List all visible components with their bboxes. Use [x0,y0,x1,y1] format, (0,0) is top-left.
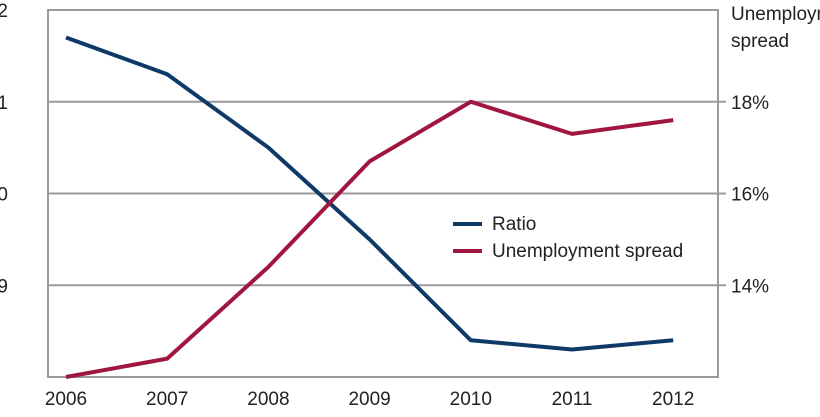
x-tick-label: 2009 [348,389,390,410]
right-axis-title-line-1: Unemploym [731,4,820,25]
right-axis-title-line-2: spread [731,31,789,52]
x-tick-label: 2011 [552,389,593,410]
x-tick-label: 2010 [450,389,492,410]
legend-label-ratio: Ratio [492,214,536,235]
legend: Ratio Unemployment spread [453,214,683,262]
right-tick-label: 18% [731,93,769,114]
left-tick-label: 0 [0,185,8,206]
series-line-unemployment-spread [65,99,674,379]
series-line-ratio [65,35,674,352]
left-tick-label: 9 [0,276,8,297]
right-tick-label: 16% [731,185,769,206]
right-tick-label: 14% [731,276,769,297]
x-tick-label: 2012 [652,389,694,410]
legend-label-unemployment: Unemployment spread [492,241,683,262]
left-tick-label: 2 [0,1,8,22]
x-tick-label: 2008 [247,389,289,410]
left-tick-label: 1 [0,93,8,114]
x-tick-label: 2007 [146,389,188,410]
x-tick-label: 2006 [45,389,87,410]
